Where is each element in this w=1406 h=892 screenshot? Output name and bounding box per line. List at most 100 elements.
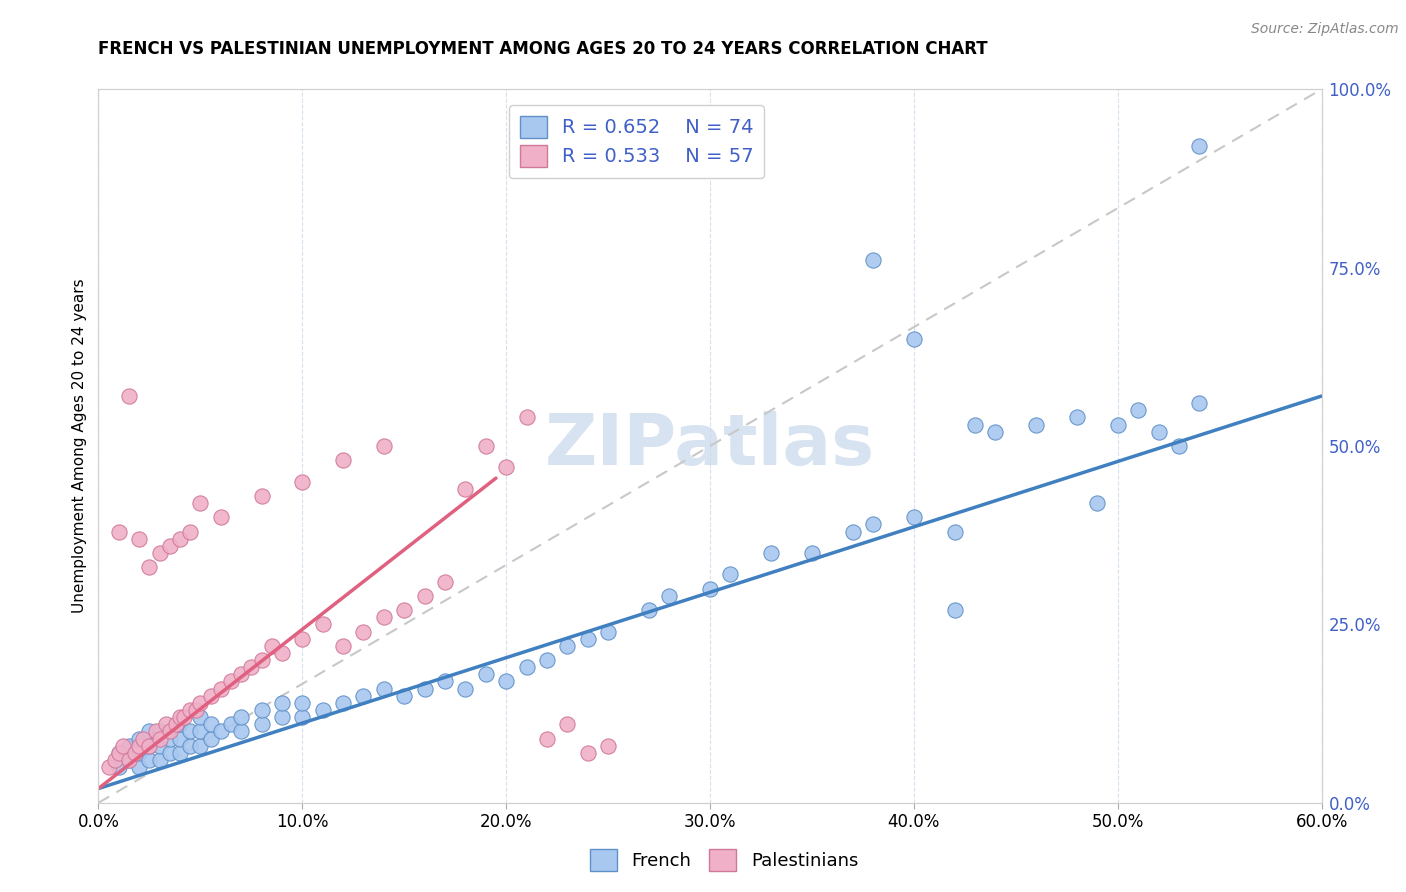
Point bbox=[576, 632, 599, 646]
Y-axis label: Unemployment Among Ages 20 to 24 years: Unemployment Among Ages 20 to 24 years bbox=[72, 278, 87, 614]
Point bbox=[179, 724, 201, 739]
Point bbox=[557, 639, 579, 653]
Point bbox=[862, 253, 884, 268]
Point bbox=[250, 717, 273, 731]
Point bbox=[984, 425, 1007, 439]
Text: FRENCH VS PALESTINIAN UNEMPLOYMENT AMONG AGES 20 TO 24 YEARS CORRELATION CHART: FRENCH VS PALESTINIAN UNEMPLOYMENT AMONG… bbox=[98, 40, 988, 58]
Point bbox=[413, 681, 436, 696]
Point bbox=[862, 517, 884, 532]
Point bbox=[219, 717, 242, 731]
Legend: French, Palestinians: French, Palestinians bbox=[582, 842, 866, 879]
Point bbox=[159, 746, 181, 760]
Point bbox=[169, 717, 191, 731]
Point bbox=[209, 510, 232, 524]
Point bbox=[474, 439, 498, 453]
Point bbox=[312, 617, 335, 632]
Point bbox=[638, 603, 661, 617]
Point bbox=[291, 696, 314, 710]
Point bbox=[801, 546, 824, 560]
Point bbox=[200, 717, 222, 731]
Point bbox=[111, 739, 134, 753]
Point bbox=[392, 603, 416, 617]
Legend: R = 0.652    N = 74, R = 0.533    N = 57: R = 0.652 N = 74, R = 0.533 N = 57 bbox=[509, 105, 763, 178]
Point bbox=[250, 653, 273, 667]
Point bbox=[200, 689, 222, 703]
Point bbox=[312, 703, 335, 717]
Point bbox=[332, 696, 354, 710]
Point bbox=[188, 696, 212, 710]
Point bbox=[231, 667, 253, 681]
Point bbox=[291, 475, 314, 489]
Point bbox=[128, 746, 150, 760]
Point bbox=[1025, 417, 1047, 432]
Point bbox=[104, 753, 127, 767]
Point bbox=[149, 724, 172, 739]
Point bbox=[1188, 139, 1211, 153]
Point bbox=[108, 524, 131, 539]
Point bbox=[576, 746, 599, 760]
Point bbox=[231, 710, 253, 724]
Point bbox=[1128, 403, 1150, 417]
Point bbox=[1167, 439, 1189, 453]
Point bbox=[149, 546, 172, 560]
Point bbox=[149, 731, 172, 746]
Point bbox=[495, 460, 517, 475]
Point bbox=[1085, 496, 1108, 510]
Point bbox=[149, 753, 172, 767]
Point bbox=[291, 710, 314, 724]
Point bbox=[761, 546, 783, 560]
Point bbox=[188, 739, 212, 753]
Point bbox=[159, 731, 181, 746]
Point bbox=[118, 739, 141, 753]
Point bbox=[943, 524, 966, 539]
Point bbox=[270, 710, 294, 724]
Point bbox=[108, 746, 131, 760]
Point bbox=[138, 753, 160, 767]
Point bbox=[598, 739, 620, 753]
Point bbox=[128, 731, 150, 746]
Point bbox=[291, 632, 314, 646]
Point bbox=[557, 717, 579, 731]
Point bbox=[1188, 396, 1211, 410]
Point bbox=[128, 760, 150, 774]
Point bbox=[169, 731, 191, 746]
Point bbox=[434, 674, 457, 689]
Point bbox=[536, 653, 558, 667]
Point bbox=[108, 760, 131, 774]
Point bbox=[1147, 425, 1170, 439]
Point bbox=[1066, 410, 1088, 425]
Point bbox=[841, 524, 863, 539]
Point bbox=[188, 496, 212, 510]
Point bbox=[138, 739, 160, 753]
Text: ZIPatlas: ZIPatlas bbox=[546, 411, 875, 481]
Point bbox=[179, 703, 201, 717]
Point bbox=[97, 760, 120, 774]
Point bbox=[250, 703, 273, 717]
Point bbox=[173, 710, 195, 724]
Point bbox=[118, 753, 141, 767]
Point bbox=[965, 417, 987, 432]
Point bbox=[392, 689, 416, 703]
Point bbox=[219, 674, 242, 689]
Point bbox=[149, 739, 172, 753]
Point bbox=[138, 724, 160, 739]
Point bbox=[165, 717, 187, 731]
Point bbox=[352, 689, 374, 703]
Point bbox=[495, 674, 517, 689]
Point bbox=[179, 524, 201, 539]
Point bbox=[474, 667, 498, 681]
Point bbox=[132, 731, 155, 746]
Point bbox=[454, 482, 477, 496]
Point bbox=[658, 589, 681, 603]
Point bbox=[352, 624, 374, 639]
Point bbox=[332, 639, 354, 653]
Point bbox=[124, 746, 146, 760]
Point bbox=[188, 724, 212, 739]
Point bbox=[186, 703, 208, 717]
Point bbox=[270, 696, 294, 710]
Point bbox=[209, 681, 232, 696]
Point bbox=[720, 567, 742, 582]
Point bbox=[138, 560, 160, 574]
Point bbox=[943, 603, 966, 617]
Point bbox=[169, 710, 191, 724]
